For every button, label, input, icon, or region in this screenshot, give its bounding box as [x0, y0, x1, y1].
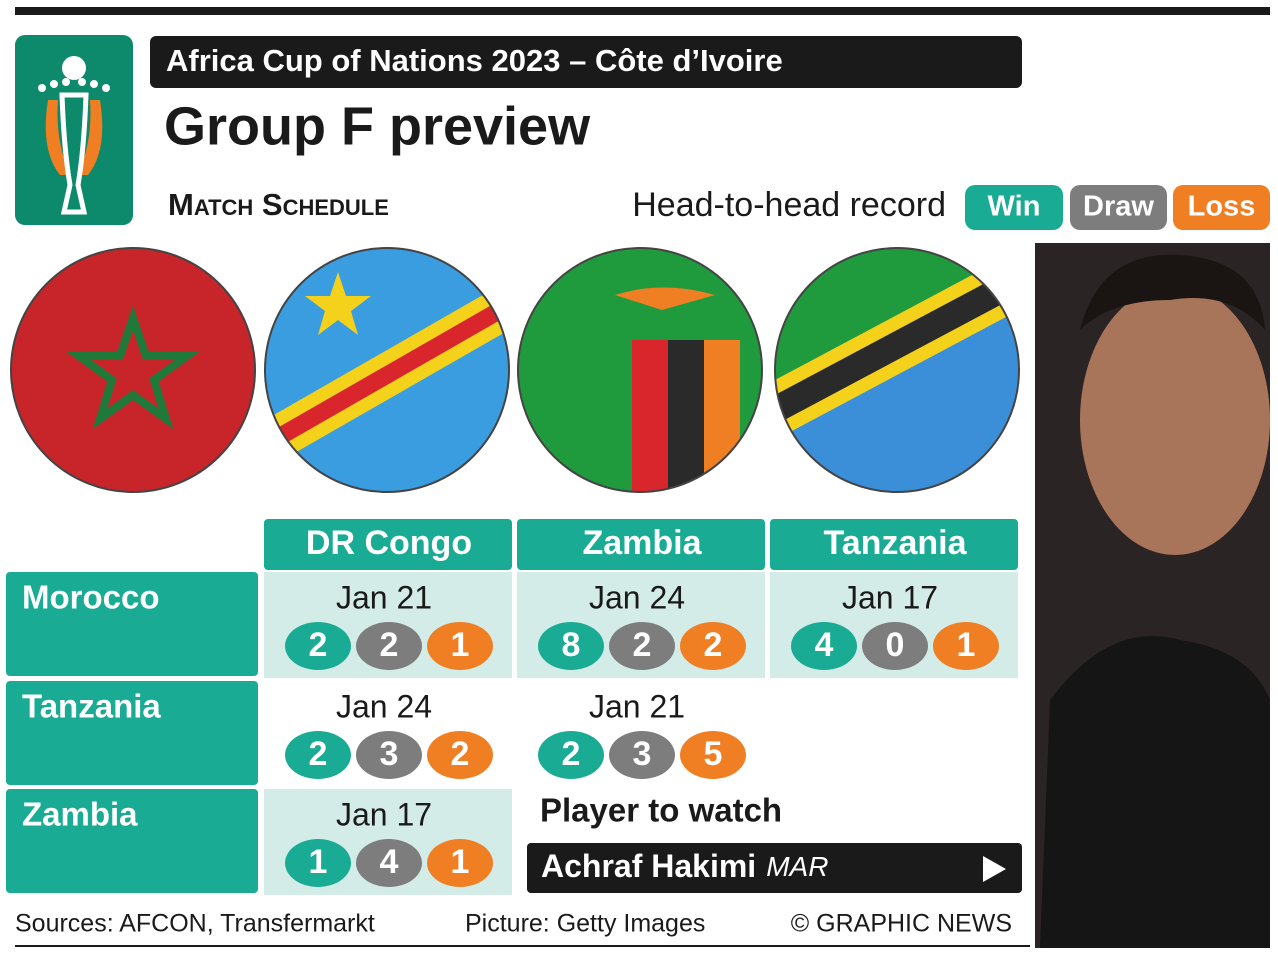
player-bar — [527, 843, 1022, 893]
legend-title: Head-to-head record — [632, 186, 946, 224]
record-pill — [356, 839, 422, 887]
picture-credit: Picture: Getty Images — [465, 910, 705, 938]
record-value: 4 — [815, 626, 834, 664]
match-date: Jan 21 — [589, 688, 685, 724]
record-value: 0 — [886, 626, 905, 664]
record-pill — [427, 731, 493, 779]
legend-swatch — [1173, 185, 1270, 230]
column-header: Tanzania — [824, 524, 968, 562]
match-date: Jan 17 — [842, 579, 938, 615]
record-pill — [862, 622, 928, 670]
top-rule — [15, 7, 1270, 15]
player-label: Player to watch — [540, 792, 782, 829]
record-value: 3 — [633, 735, 652, 773]
column-header-bg — [517, 519, 765, 570]
column-header-bg — [770, 519, 1018, 570]
record-value: 3 — [380, 735, 399, 773]
player-photo — [1035, 243, 1270, 948]
logo — [15, 35, 133, 225]
record-pill — [356, 731, 422, 779]
record-pill — [680, 731, 746, 779]
record-pill — [285, 622, 351, 670]
record-pill — [680, 622, 746, 670]
row-header: Tanzania — [22, 688, 161, 725]
match-date: Jan 21 — [336, 579, 432, 615]
record-value: 2 — [309, 626, 328, 664]
record-pill — [356, 622, 422, 670]
record-value: 2 — [633, 626, 652, 664]
record-value: 2 — [380, 626, 399, 664]
credit: © GRAPHIC NEWS — [791, 910, 1012, 938]
kicker: Africa Cup of Nations 2023 – Côte d’Ivoi… — [166, 43, 783, 78]
record-value: 2 — [451, 735, 470, 773]
column-header-bg — [264, 519, 512, 570]
player-name: Achraf Hakimi — [541, 848, 756, 884]
row-header-bg — [6, 681, 258, 785]
player-country: MAR — [766, 851, 828, 882]
legend-swatch — [965, 185, 1063, 230]
record-pill — [933, 622, 999, 670]
row-header: Morocco — [22, 579, 160, 616]
match-date: Jan 24 — [589, 579, 685, 615]
record-value: 2 — [704, 626, 723, 664]
record-value: 5 — [704, 735, 723, 773]
record-pill — [285, 731, 351, 779]
record-pill — [609, 622, 675, 670]
row-header: Zambia — [22, 796, 138, 833]
row-header-bg — [6, 789, 258, 893]
kicker-bar — [150, 36, 1022, 88]
record-value: 2 — [562, 735, 581, 773]
row-header-bg — [6, 572, 258, 676]
record-value: 1 — [957, 626, 976, 664]
title: Group F preview — [164, 96, 591, 156]
column-header: Zambia — [582, 524, 702, 562]
record-pill — [427, 839, 493, 887]
record-pill — [285, 839, 351, 887]
legend-swatch — [1070, 185, 1167, 230]
record-value: 1 — [451, 843, 470, 881]
record-pill — [791, 622, 857, 670]
legend-label: Win — [988, 191, 1041, 223]
legend-label: Draw — [1083, 191, 1154, 223]
match-date: Jan 24 — [336, 688, 432, 724]
match-date: Jan 17 — [336, 796, 432, 832]
legend-label: Loss — [1188, 191, 1256, 223]
record-pill — [427, 622, 493, 670]
record-pill — [609, 731, 675, 779]
player-line: Achraf Hakimi MAR — [541, 848, 828, 884]
sources: Sources: AFCON, Transfermarkt — [15, 910, 375, 938]
record-value: 2 — [309, 735, 328, 773]
record-value: 8 — [562, 626, 581, 664]
play-arrow[interactable] — [983, 856, 1006, 882]
record-value: 4 — [380, 843, 399, 881]
section-title: Match Schedule — [168, 187, 389, 222]
record-pill — [538, 731, 604, 779]
column-header: DR Congo — [306, 524, 472, 562]
record-value: 1 — [309, 843, 328, 881]
flags — [10, 247, 1020, 493]
record-pill — [538, 622, 604, 670]
record-value: 1 — [451, 626, 470, 664]
